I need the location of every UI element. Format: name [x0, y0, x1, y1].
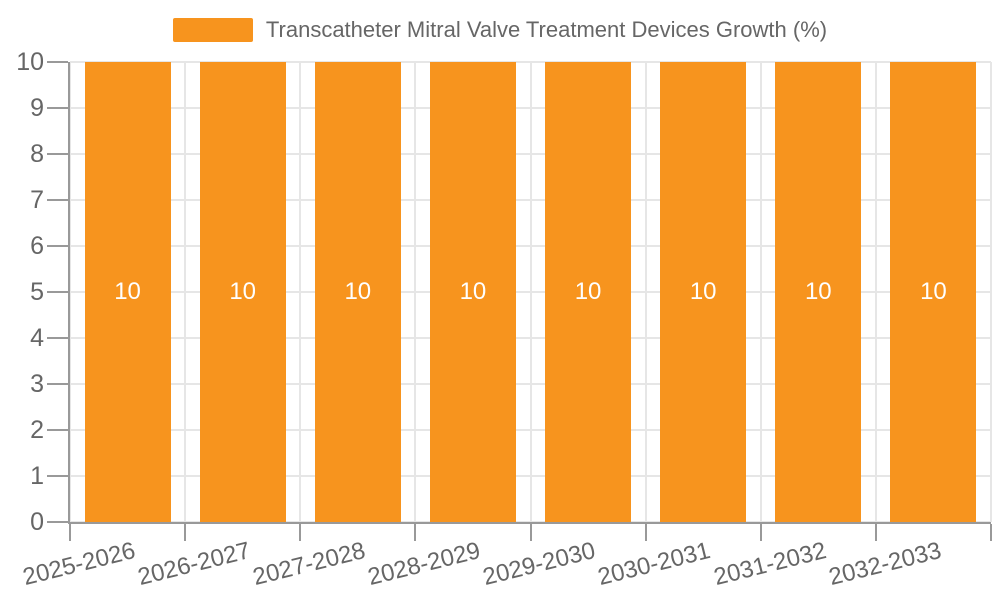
x-category-label: 2027-2028: [250, 537, 369, 591]
bar-value-label: 10: [574, 278, 602, 305]
y-axis-tick-label: 7: [30, 186, 44, 214]
legend: Transcatheter Mitral Valve Treatment Dev…: [0, 16, 1000, 44]
x-axis-tick: [529, 524, 532, 541]
y-axis-tick-label: 1: [30, 462, 44, 490]
bar-value-label: 10: [459, 278, 487, 305]
bar-2025-2026[interactable]: 10: [84, 62, 171, 522]
x-axis-line: [68, 522, 991, 524]
x-axis-tick: [644, 524, 647, 541]
x-category-label: 2028-2029: [365, 537, 484, 591]
x-gridline: [184, 62, 187, 522]
y-axis-tick-label: 4: [30, 324, 44, 352]
x-axis-tick: [874, 524, 877, 541]
bar-value-label: 10: [689, 278, 717, 305]
y-axis-tick-label: 6: [30, 232, 44, 260]
legend-swatch: [172, 18, 253, 42]
x-axis-tick: [414, 524, 417, 541]
y-axis-tick-label: 0: [30, 508, 44, 536]
x-gridline: [69, 62, 71, 522]
x-gridline: [414, 62, 417, 522]
x-axis-tick: [69, 524, 71, 541]
y-axis-tick: [47, 429, 68, 431]
y-axis-tick: [47, 245, 68, 247]
y-axis-tick-label: 9: [30, 94, 44, 122]
x-gridline: [759, 62, 762, 522]
x-axis-tick: [184, 524, 187, 541]
bar-2031-2032[interactable]: 10: [775, 62, 862, 522]
y-axis-tick: [47, 61, 68, 63]
x-axis-tick: [759, 524, 762, 541]
x-category-label: 2032-2033: [825, 537, 944, 591]
bar-value-label: 10: [229, 278, 257, 305]
y-axis-tick-label: 3: [30, 370, 44, 398]
x-gridline: [644, 62, 647, 522]
x-category-label: 2030-2031: [595, 537, 714, 591]
bar-2029-2030[interactable]: 10: [545, 62, 632, 522]
x-axis-tick: [990, 524, 992, 541]
bar-2032-2033[interactable]: 10: [890, 62, 977, 522]
x-gridline: [529, 62, 532, 522]
y-axis-tick-label: 10: [16, 48, 44, 76]
y-axis-line: [68, 62, 70, 524]
bar-value-label: 10: [804, 278, 832, 305]
y-axis-tick: [47, 107, 68, 109]
x-category-label: 2025-2026: [19, 537, 138, 591]
legend-label: Transcatheter Mitral Valve Treatment Dev…: [265, 17, 828, 42]
y-axis-tick-label: 2: [30, 416, 44, 444]
y-axis-tick-label: 8: [30, 140, 44, 168]
x-axis-tick: [299, 524, 302, 541]
y-axis-tick: [47, 383, 68, 385]
y-axis-tick: [47, 337, 68, 339]
x-category-label: 2026-2027: [135, 537, 253, 591]
x-gridline: [990, 62, 992, 522]
x-gridline: [874, 62, 877, 522]
bar-value-label: 10: [920, 278, 947, 305]
bar-2030-2031[interactable]: 10: [660, 62, 747, 522]
y-axis-tick: [47, 521, 68, 523]
bar-2026-2027[interactable]: 10: [199, 62, 286, 522]
y-axis-tick-label: 5: [30, 278, 44, 306]
bar-value-label: 10: [344, 278, 372, 305]
y-axis-tick: [47, 475, 68, 477]
x-category-label: 2029-2030: [480, 537, 599, 591]
bar-2028-2029[interactable]: 10: [429, 62, 516, 522]
x-gridline: [299, 62, 302, 522]
bar-value-label: 10: [114, 278, 141, 305]
legend-item[interactable]: Transcatheter Mitral Valve Treatment Dev…: [172, 16, 828, 44]
x-category-label: 2031-2032: [710, 537, 829, 591]
bar-2027-2028[interactable]: 10: [314, 62, 401, 522]
y-axis-tick: [47, 153, 68, 155]
y-axis-tick: [47, 291, 68, 293]
y-axis-tick: [47, 199, 68, 201]
